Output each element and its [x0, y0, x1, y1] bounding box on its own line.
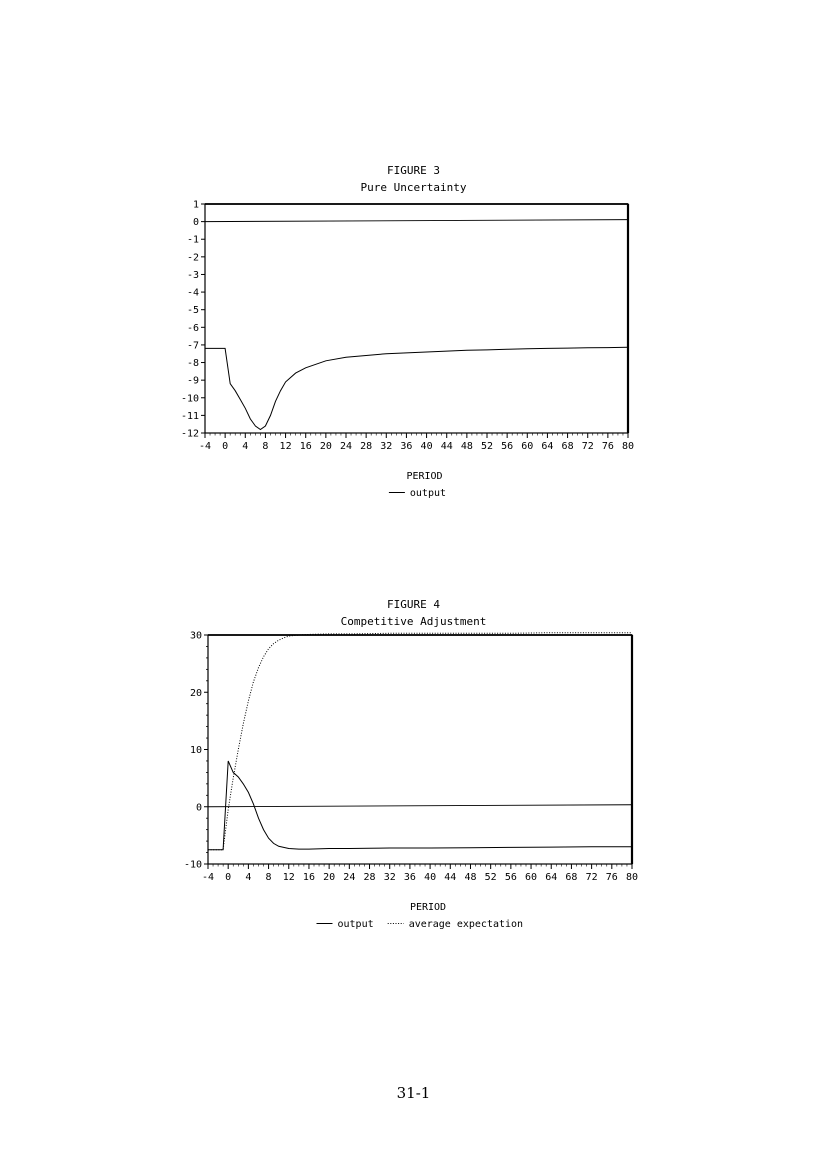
x-tick-label: 32 — [384, 872, 396, 883]
x-tick-label: 20 — [320, 441, 332, 452]
x-tick-label: 36 — [404, 872, 416, 883]
x-tick-label: 40 — [424, 872, 436, 883]
y-tick-label: 10 — [190, 745, 202, 756]
y-tick-label: -5 — [187, 305, 199, 316]
x-tick-label: 64 — [545, 872, 557, 883]
series-line-average-expectation — [208, 632, 632, 851]
zero-reference-line — [204, 219, 629, 223]
x-tick-label: -4 — [199, 441, 211, 452]
x-tick-label: 28 — [364, 872, 376, 883]
figure-4-title: Competitive Adjustment — [340, 615, 487, 628]
x-tick-label: 8 — [266, 872, 272, 883]
x-axis-label: PERIOD — [410, 902, 446, 913]
x-tick-label: 32 — [380, 441, 392, 452]
x-tick-label: 60 — [525, 872, 537, 883]
x-tick-label: 8 — [262, 441, 268, 452]
x-tick-label: 68 — [562, 441, 574, 452]
x-tick-label: 44 — [441, 441, 453, 452]
x-tick-label: 36 — [400, 441, 412, 452]
x-tick-label: 72 — [582, 441, 594, 452]
x-axis-label: PERIOD — [406, 471, 442, 482]
y-tick-label: -7 — [187, 340, 199, 351]
series-line-output — [208, 760, 632, 851]
x-tick-label: 56 — [501, 441, 513, 452]
y-tick-label: -2 — [187, 252, 199, 263]
y-tick-label: -12 — [181, 429, 199, 440]
x-tick-label: 16 — [303, 872, 315, 883]
x-tick-label: 0 — [222, 441, 228, 452]
y-tick-label: -9 — [187, 376, 199, 387]
y-tick-label: 30 — [190, 631, 202, 642]
y-tick-label: -8 — [187, 358, 199, 369]
y-tick-label: -6 — [187, 323, 199, 334]
zero-reference-line — [207, 804, 633, 808]
x-tick-label: 76 — [602, 441, 614, 452]
x-tick-label: 16 — [300, 441, 312, 452]
x-tick-label: 20 — [323, 872, 335, 883]
y-tick-label: 20 — [190, 688, 202, 699]
legend-label: average expectation — [409, 919, 523, 930]
y-tick-label: -10 — [181, 393, 199, 404]
y-tick-label: -4 — [187, 288, 199, 299]
x-tick-label: -4 — [202, 872, 214, 883]
x-tick-label: 52 — [481, 441, 493, 452]
y-tick-label: -3 — [187, 270, 199, 281]
figure-3-label: FIGURE 3 — [387, 164, 440, 177]
x-tick-label: 4 — [245, 872, 251, 883]
x-tick-label: 12 — [280, 441, 292, 452]
x-tick-label: 56 — [505, 872, 517, 883]
x-tick-label: 12 — [283, 872, 295, 883]
x-tick-label: 52 — [485, 872, 497, 883]
x-tick-label: 40 — [421, 441, 433, 452]
y-tick-label: 1 — [193, 200, 199, 211]
legend-label: output — [338, 919, 374, 930]
x-tick-label: 60 — [521, 441, 533, 452]
x-tick-label: 24 — [343, 872, 355, 883]
plot-frame — [207, 634, 633, 865]
legend: output average expectation — [316, 919, 523, 930]
x-tick-label: 64 — [541, 441, 553, 452]
x-tick-label: 48 — [464, 872, 476, 883]
x-tick-label: 28 — [360, 441, 372, 452]
figure-3-title: Pure Uncertainty — [360, 181, 467, 194]
x-tick-label: 48 — [461, 441, 473, 452]
x-tick-label: 80 — [622, 441, 634, 452]
y-tick-label: -1 — [187, 235, 199, 246]
x-tick-label: 24 — [340, 441, 352, 452]
figure-4-label: FIGURE 4 — [387, 598, 440, 611]
x-tick-label: 4 — [242, 441, 248, 452]
x-tick-label: 72 — [586, 872, 598, 883]
series-line-output — [205, 346, 629, 431]
x-tick-label: 68 — [565, 872, 577, 883]
y-tick-label: -10 — [184, 860, 202, 871]
page-number: 31-1 — [396, 1084, 431, 1102]
legend-label: output — [410, 488, 446, 499]
x-tick-label: 76 — [606, 872, 618, 883]
x-tick-label: 80 — [626, 872, 638, 883]
legend: output — [388, 488, 446, 499]
x-tick-label: 0 — [225, 872, 231, 883]
x-tick-label: 44 — [444, 872, 456, 883]
y-tick-label: -11 — [181, 411, 199, 422]
y-tick-label: 0 — [196, 802, 202, 813]
y-tick-label: 0 — [193, 217, 199, 228]
